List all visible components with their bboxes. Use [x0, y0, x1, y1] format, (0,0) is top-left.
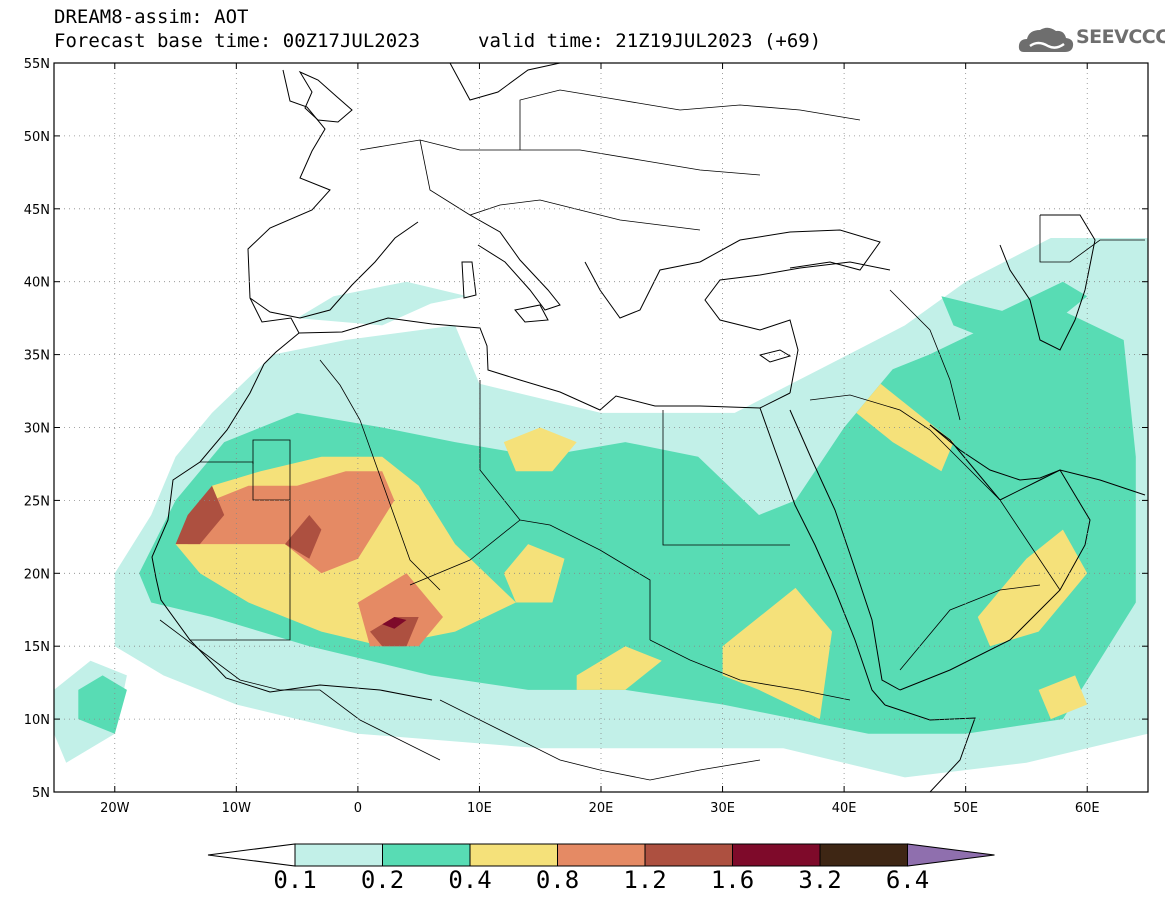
coastline-red-sea-west [759, 407, 886, 706]
lat-label: 40N [24, 276, 50, 291]
border-europe-1 [359, 139, 761, 176]
aot-region-18 [370, 617, 419, 647]
lat-label: 50N [24, 130, 50, 145]
border-west-africa [159, 619, 441, 761]
aot-region-10 [722, 587, 832, 720]
coastline-arabia [899, 424, 1091, 691]
lat-label: 20N [24, 567, 50, 582]
border-niger-chad [409, 519, 651, 640]
logo-text: SEEVCCC [1076, 26, 1165, 48]
border-sudan [649, 639, 851, 701]
lon-label: 20E [589, 801, 614, 816]
colorbar-segment-6 [819, 843, 908, 867]
lon-label: 30E [710, 801, 735, 816]
border-kazakhstan [1039, 215, 1145, 263]
border-mauritania [200, 461, 290, 501]
colorbar-below-arrow [207, 843, 296, 867]
title-line-1: DREAM8-assim: AOT [54, 6, 249, 28]
colorbar-above-arrow [907, 843, 995, 867]
coastline-nw-africa [151, 363, 433, 701]
colorbar-segment-5 [732, 843, 821, 867]
lon-label: 10E [467, 801, 492, 816]
aot-region-12 [977, 529, 1088, 647]
aot-region-5 [941, 281, 1088, 340]
aot-regions [54, 238, 1148, 778]
border-europe-3 [519, 89, 861, 150]
border-algeria [319, 359, 441, 591]
lat-label: 10N [24, 713, 50, 728]
lon-label: 20W [100, 801, 130, 816]
coastline-black-sea [699, 229, 881, 271]
lon-label: 0 [354, 801, 362, 816]
colorbar [207, 843, 995, 867]
aot-region-13 [1038, 675, 1088, 720]
map-frame [53, 62, 1149, 793]
aot-region-9 [576, 646, 662, 690]
border-yemen [899, 584, 1041, 671]
title-line-2: Forecast base time: 00Z17JUL2023 [54, 30, 421, 52]
aot-region-14 [187, 471, 395, 574]
border-libya-egypt [662, 410, 790, 546]
coastline-scandinavia [449, 63, 561, 101]
coastline-cyprus [758, 349, 792, 363]
coastlines [151, 63, 1146, 792]
colorbar-segment-3 [557, 843, 646, 867]
lat-label: 15N [24, 640, 50, 655]
valid-time: valid time: 21Z19JUL2023 (+69) [478, 30, 822, 52]
longitude-labels: 20W 10W 0 10E 20E 30E 40E 50E 60E [100, 801, 1100, 816]
colorbar-segment-0 [294, 843, 383, 867]
aot-region-19 [382, 617, 407, 629]
cloud-logo-icon [1018, 27, 1074, 52]
lon-label: 60E [1075, 801, 1100, 816]
coastline-sardinia [461, 261, 477, 299]
aot-region-2 [297, 281, 468, 326]
seevccc-logo: SEEVCCC [1018, 22, 1165, 58]
coastline-italy [469, 214, 561, 311]
lat-label: 5N [32, 786, 50, 801]
aot-region-17 [285, 515, 322, 559]
colorbar-label: 0.1 [273, 866, 317, 894]
coastline-horn-of-africa [884, 704, 976, 792]
colorbar-label: 0.4 [448, 866, 492, 894]
colorbar-label: 1.2 [623, 866, 667, 894]
coastline-greece [584, 261, 701, 319]
border-central-africa [439, 699, 761, 781]
coastline-levant-turkey [704, 261, 891, 394]
coastline-red-sea-east [789, 409, 901, 691]
lat-label: 55N [24, 57, 50, 72]
coastline-sicily [514, 304, 549, 323]
lon-label: 10W [222, 801, 252, 816]
border-libya-tunisia [479, 380, 521, 521]
colorbar-label: 6.4 [885, 866, 930, 894]
coastline-persian-gulf [929, 424, 1146, 496]
colorbar-segment-1 [382, 843, 471, 867]
coastline-britain [298, 70, 353, 123]
aot-region-16 [175, 485, 225, 545]
lat-label: 35N [24, 349, 50, 364]
colorbar-label: 3.2 [798, 866, 842, 894]
latitude-labels: 55N 50N 45N 40N 35N 30N 25N 20N 15N 10N 5N [24, 57, 50, 801]
colorbar-label: 1.6 [710, 866, 755, 894]
lon-label: 50E [953, 801, 978, 816]
colorbar-label: 0.8 [535, 866, 580, 894]
coastline-caspian [999, 214, 1096, 351]
axis-ticks [54, 62, 1148, 793]
lon-label: 40E [832, 801, 857, 816]
lat-label: 30N [24, 422, 50, 437]
border-algeria-mali [190, 439, 291, 641]
coastline-north-africa [298, 317, 791, 411]
colorbar-segment-4 [644, 843, 733, 867]
lat-label: 45N [24, 203, 50, 218]
coastline-iberia [249, 221, 419, 319]
colorbar-segment-2 [469, 843, 558, 867]
lat-label: 25N [24, 494, 50, 509]
border-europe-2 [419, 139, 701, 231]
aot-region-8 [503, 427, 577, 472]
colorbar-label: 0.2 [360, 866, 405, 894]
